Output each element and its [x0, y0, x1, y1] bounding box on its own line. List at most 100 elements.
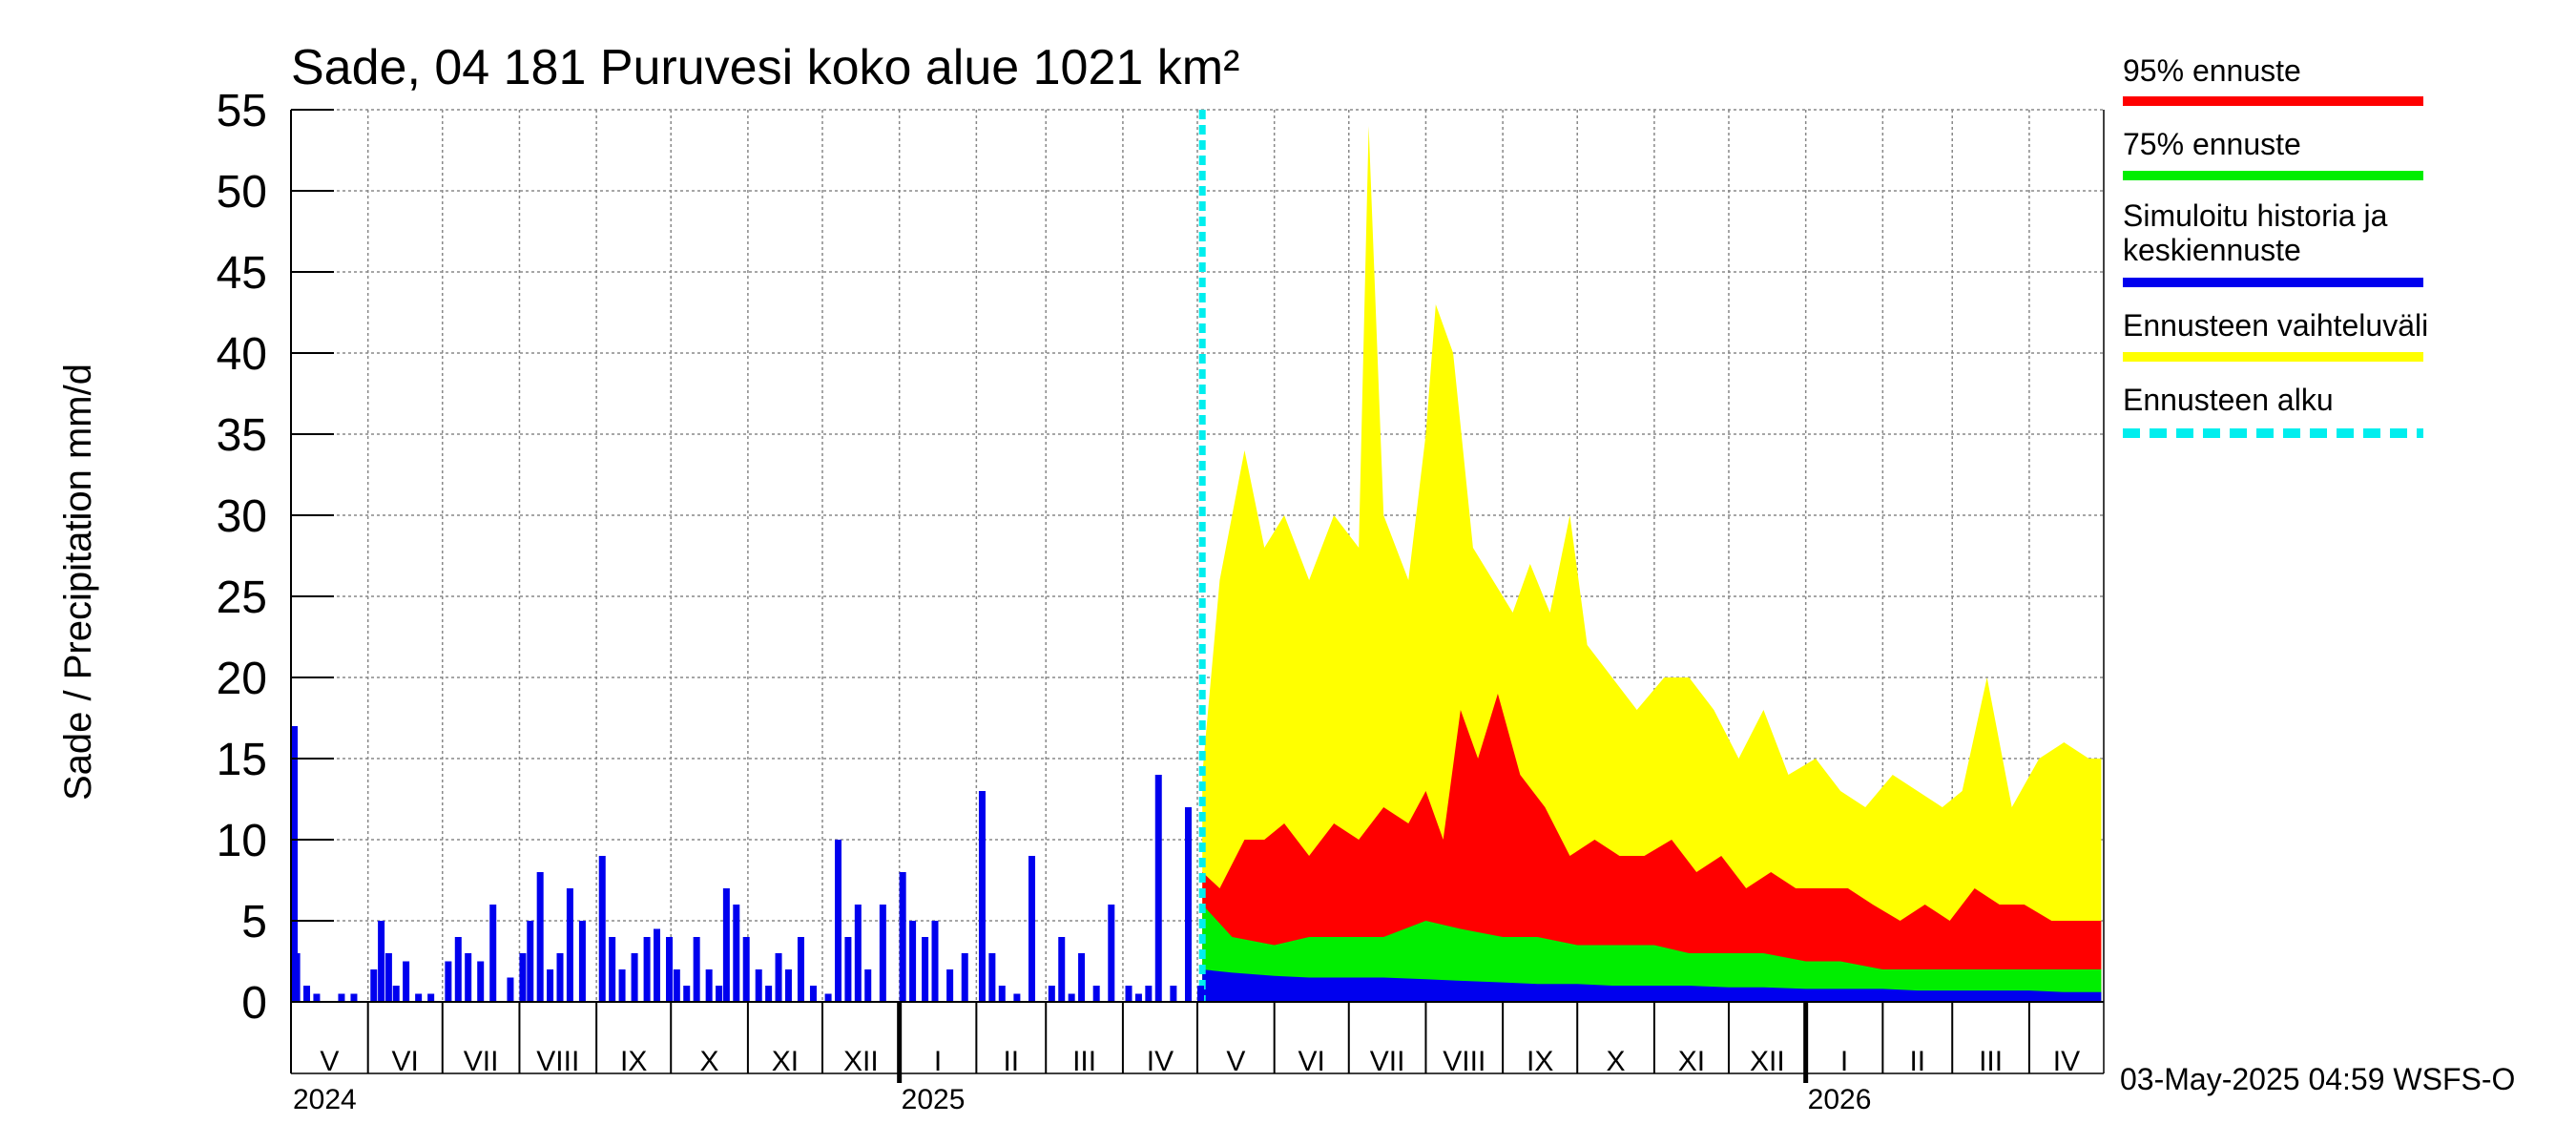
history-bar: [338, 993, 345, 1002]
history-bar: [742, 937, 750, 1002]
history-bar: [598, 856, 606, 1002]
legend-label: Ennusteen vaihteluväli: [2123, 308, 2428, 343]
history-bar: [722, 888, 730, 1002]
legend-label: 75% ennuste: [2123, 127, 2301, 161]
month-label: II: [1003, 1046, 1019, 1077]
history-bar: [313, 993, 321, 1002]
month-label: III: [1072, 1046, 1096, 1077]
month-label: VII: [464, 1046, 499, 1077]
history-bar: [733, 905, 740, 1002]
history-bar: [693, 937, 700, 1002]
month-label: I: [1840, 1046, 1848, 1077]
history-bar: [489, 905, 497, 1002]
month-label: II: [1909, 1046, 1925, 1077]
history-bar: [864, 969, 872, 1002]
month-label: III: [1979, 1046, 2003, 1077]
history-bar: [755, 969, 762, 1002]
history-bar: [1197, 986, 1204, 1002]
history-bar: [507, 977, 514, 1002]
history-bar: [477, 961, 485, 1002]
month-label: IV: [1147, 1046, 1174, 1077]
history-bar: [824, 993, 832, 1002]
month-label: VIII: [1443, 1046, 1485, 1077]
history-bar: [465, 953, 472, 1002]
history-bar: [1078, 953, 1086, 1002]
y-tick-label: 5: [241, 897, 267, 947]
history-bar: [415, 993, 423, 1002]
y-tick-label: 40: [217, 329, 267, 380]
history-bar: [1184, 807, 1192, 1002]
y-tick-label: 55: [217, 86, 267, 136]
history-bar: [1134, 993, 1142, 1002]
history-bar: [445, 961, 452, 1002]
footer-timestamp: 03-May-2025 04:59 WSFS-O: [2120, 1062, 2515, 1096]
legend-label: Ennusteen alku: [2123, 383, 2334, 417]
p75-band: [1202, 905, 2102, 1002]
history-bar: [547, 969, 554, 1002]
history-bar: [403, 961, 410, 1002]
history-bar: [1058, 937, 1066, 1002]
history-bar: [654, 928, 660, 1002]
y-tick-label: 25: [217, 572, 267, 623]
history-bar: [643, 937, 651, 1002]
history-bar: [527, 921, 534, 1002]
history-bar: [519, 953, 527, 1002]
history-bar: [1048, 986, 1055, 1002]
history-bar: [556, 953, 564, 1002]
history-bar: [384, 953, 392, 1002]
history-bar: [909, 921, 917, 1002]
history-bar: [844, 937, 852, 1002]
year-label: 2025: [902, 1084, 966, 1115]
month-label: XII: [843, 1046, 879, 1077]
history-bar: [1108, 905, 1115, 1002]
year-label: 2024: [293, 1084, 357, 1115]
legend-label: Simuloitu historia ja keskiennuste: [2123, 198, 2388, 267]
history-bar: [797, 937, 804, 1002]
month-label: X: [700, 1046, 719, 1077]
month-label: VI: [392, 1046, 419, 1077]
history-bar: [775, 953, 782, 1002]
history-bars: [291, 726, 1204, 1002]
history-bar: [378, 921, 385, 1002]
history-bar: [961, 953, 968, 1002]
history-bar: [784, 969, 792, 1002]
y-tick-label: 30: [217, 491, 267, 542]
y-tick-label: 50: [217, 167, 267, 218]
range-band: [1202, 126, 2102, 1002]
legend-label: 95% ennuste: [2123, 53, 2301, 88]
month-label: XI: [1678, 1046, 1705, 1077]
month-label: IX: [620, 1046, 647, 1077]
month-label: XII: [1750, 1046, 1785, 1077]
history-bar: [716, 986, 723, 1002]
history-bar: [988, 953, 996, 1002]
history-bar: [673, 969, 680, 1002]
month-label: V: [320, 1046, 339, 1077]
history-bar: [1013, 993, 1021, 1002]
history-bar: [1028, 856, 1036, 1002]
history-bar: [946, 969, 954, 1002]
history-bar: [454, 937, 462, 1002]
history-bar: [293, 953, 301, 1002]
month-label: IV: [2053, 1046, 2080, 1077]
history-bar: [922, 937, 929, 1002]
chart-title: Sade, 04 181 Puruvesi koko alue 1021 km²: [291, 40, 1239, 95]
forecast-bands: [1198, 110, 2102, 1002]
history-bar: [303, 986, 311, 1002]
history-bar: [899, 872, 906, 1002]
history-bar: [705, 969, 713, 1002]
month-label: VIII: [536, 1046, 579, 1077]
history-bar: [536, 872, 544, 1002]
history-bar: [370, 969, 378, 1002]
month-label: VII: [1370, 1046, 1405, 1077]
history-bar: [1145, 986, 1153, 1002]
history-bar: [998, 986, 1006, 1002]
history-bar: [609, 937, 616, 1002]
history-bar: [291, 726, 298, 1002]
y-tick-label: 10: [217, 816, 267, 866]
y-tick-label: 45: [217, 248, 267, 299]
month-label: X: [1607, 1046, 1626, 1077]
month-label: I: [934, 1046, 942, 1077]
history-bar: [392, 986, 400, 1002]
history-bar: [1092, 986, 1100, 1002]
